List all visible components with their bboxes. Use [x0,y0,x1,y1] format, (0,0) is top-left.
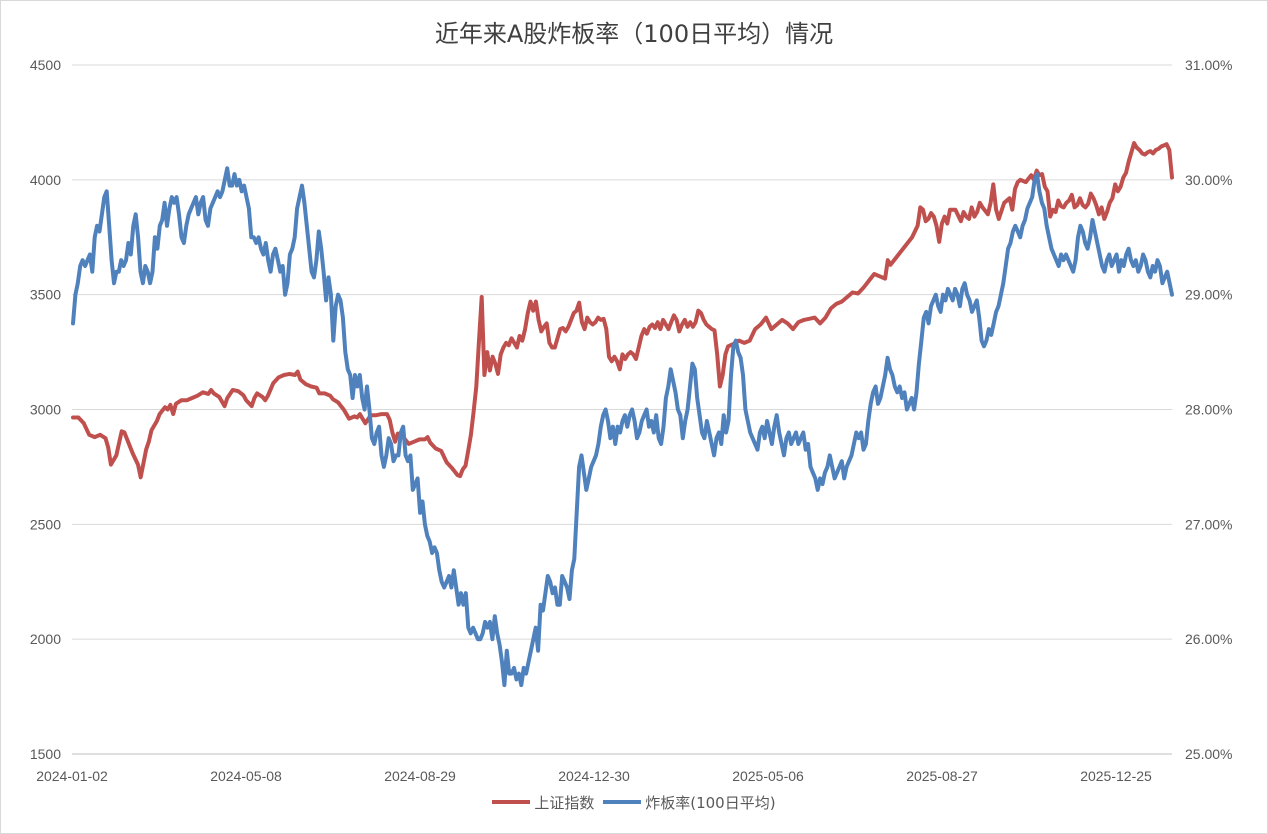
x-tick-label: 2024-12-30 [558,768,630,784]
y-right-tick-label: 25.00% [1185,746,1232,762]
x-tick-label: 2025-08-27 [906,768,978,784]
legend-swatch-series-2 [603,799,642,804]
x-tick-label: 2025-05-06 [732,768,804,784]
x-tick-label: 2024-05-08 [210,768,282,784]
legend-item-series-1[interactable]: 上证指数 [492,792,594,813]
y-right-tick-label: 27.00% [1185,516,1232,532]
gridlines [72,64,1172,755]
x-axis: 2024-01-02 2024-05-08 2024-08-29 2024-12-30… [36,768,1152,784]
legend-label-series-1: 上证指数 [534,794,595,812]
y-right-tick-label: 30.00% [1185,172,1232,188]
chart-title: 近年来A股炸板率（100日平均）情况 [434,20,834,48]
y-left-tick-label: 2000 [30,631,61,647]
x-tick-label: 2024-08-29 [384,768,456,784]
x-tick-label: 2024-01-02 [36,768,108,784]
y-right-tick-label: 26.00% [1185,631,1232,647]
y-left-tick-label: 4000 [30,172,61,188]
left-axis: 1500 2000 2500 3000 3500 4000 4500 [30,57,61,762]
y-left-tick-label: 4500 [30,57,61,73]
y-left-tick-label: 3000 [30,402,61,418]
legend-label-series-2: 炸板率(100日平均) [645,794,776,812]
series-line-2 [71,166,1174,688]
y-left-tick-label: 3500 [30,287,61,303]
y-right-tick-label: 31.00% [1185,57,1232,73]
legend: 上证指数 炸板率(100日平均) [0,792,1268,813]
y-right-tick-label: 28.00% [1185,402,1232,418]
y-right-tick-label: 29.00% [1185,287,1232,303]
x-tick-label: 2025-12-25 [1080,768,1152,784]
series-line-1 [71,141,1174,480]
legend-item-series-2[interactable]: 炸板率(100日平均) [603,792,776,813]
series-lines [71,141,1174,688]
y-left-tick-label: 2500 [30,516,61,532]
y-left-tick-label: 1500 [30,746,61,762]
legend-swatch-series-1 [492,799,531,804]
right-axis: 25.00% 26.00% 27.00% 28.00% 29.00% 30.00% 31.0… [1185,57,1232,762]
